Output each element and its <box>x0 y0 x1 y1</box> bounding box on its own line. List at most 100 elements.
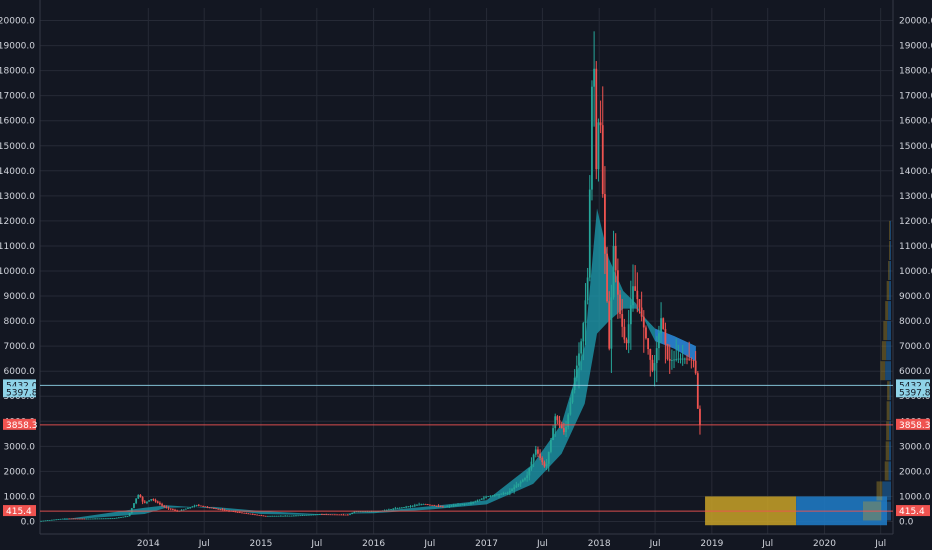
candle-body <box>692 360 695 361</box>
candle-body <box>241 512 243 514</box>
candle-body <box>344 514 347 516</box>
candle-body <box>422 503 425 505</box>
candle-body <box>264 515 267 517</box>
candle-body <box>370 511 373 513</box>
candle-body <box>588 189 591 278</box>
volume-profile-bar-down <box>885 361 891 381</box>
candle-body <box>502 493 505 495</box>
x-tick-label: 2020 <box>813 539 836 549</box>
candle-body <box>161 504 163 506</box>
volume-profile-bar-down <box>889 281 891 301</box>
volume-profile-bar-down <box>888 301 891 321</box>
candle-body <box>556 416 559 421</box>
candle-body <box>89 518 92 520</box>
volume-profile-bar-down <box>889 441 891 461</box>
candle-body <box>541 457 544 463</box>
candle-body <box>232 511 235 513</box>
y-tick-label-right: 10000.0 <box>899 267 932 277</box>
candle-body <box>649 349 652 360</box>
candle-body <box>651 359 654 371</box>
candle-body <box>385 509 388 511</box>
x-tick-label: Jul <box>310 539 322 549</box>
candle-body <box>314 514 317 516</box>
candle-body <box>375 511 377 513</box>
volume-profile-bar-up <box>881 341 887 361</box>
y-tick-label-right: 9000.0 <box>899 292 931 302</box>
candle-body <box>491 495 494 497</box>
candle-body <box>539 453 542 458</box>
y-tick-label-right: 16000.0 <box>899 117 932 127</box>
candle-body <box>156 501 159 503</box>
candle-body <box>636 290 639 300</box>
y-tick-label-left: 7000.0 <box>4 342 36 352</box>
candle-body <box>431 504 433 506</box>
candle-body <box>467 503 470 505</box>
candle-body <box>528 468 531 476</box>
candle-body <box>504 493 507 494</box>
y-tick-label-right: 7000.0 <box>899 342 931 352</box>
x-tick-label: Jul <box>536 539 548 549</box>
candle-body <box>85 518 88 520</box>
volume-profile-bar-down <box>886 341 891 361</box>
x-tick-label: 2018 <box>588 539 611 549</box>
candle-body <box>429 504 431 506</box>
price-tag-right-text: 415.4 <box>899 507 925 517</box>
candle-body <box>79 518 81 520</box>
volume-profile-bar-up <box>880 361 886 381</box>
candle-body <box>329 514 332 516</box>
candle-body <box>260 515 263 517</box>
candle-body <box>146 501 148 503</box>
candle-body <box>398 507 401 509</box>
y-tick-label-left: 11000.0 <box>0 242 35 252</box>
y-tick-label-right: 1000.0 <box>899 492 931 502</box>
candle-body <box>690 359 693 361</box>
candle-body <box>658 333 660 349</box>
candle-body <box>461 504 464 506</box>
candle-body <box>284 515 287 517</box>
candle-body <box>126 516 129 517</box>
candle-body <box>472 502 475 504</box>
volume-profile-bar-down <box>889 381 891 401</box>
volume-profile-bar-down <box>888 461 891 481</box>
y-tick-label-left: 6000.0 <box>4 367 36 377</box>
candle-body <box>457 504 459 506</box>
candle-body <box>465 503 468 505</box>
candle-body <box>254 514 256 516</box>
candle-body <box>634 286 637 291</box>
candle-body <box>474 501 477 503</box>
candle-body <box>478 499 481 501</box>
candle-body <box>584 300 587 324</box>
x-tick-label: 2017 <box>475 539 498 549</box>
x-tick-label: Jul <box>649 539 661 549</box>
y-tick-label-right: 18000.0 <box>899 67 932 77</box>
candle-body <box>318 514 321 516</box>
y-tick-label-left: 8000.0 <box>4 317 36 327</box>
candle-body <box>403 507 405 508</box>
volume-profile-bar-down <box>889 260 891 281</box>
candle-body <box>547 451 550 464</box>
candle-body <box>135 498 138 504</box>
candle-body <box>122 516 125 518</box>
candle-body <box>359 511 362 513</box>
candle-body <box>599 122 602 126</box>
volume-profile-bar-down <box>887 321 891 341</box>
candle-body <box>686 358 688 360</box>
candle-body <box>420 504 423 506</box>
candle-body <box>133 503 135 509</box>
candle-body <box>128 513 131 517</box>
price-tag-right-text: 3858.3 <box>899 421 931 431</box>
candle-body <box>256 514 259 516</box>
candle-body <box>323 514 325 516</box>
candle-body <box>571 389 574 403</box>
candle-body <box>271 515 274 517</box>
candle-body <box>44 520 47 522</box>
candle-body <box>143 501 146 503</box>
candle-body <box>251 514 254 515</box>
y-tick-label-left: 15000.0 <box>0 142 35 152</box>
candle-body <box>72 518 75 520</box>
candle-body <box>638 299 641 308</box>
volume-profile-bar-down <box>890 240 891 260</box>
candle-body <box>400 507 403 509</box>
